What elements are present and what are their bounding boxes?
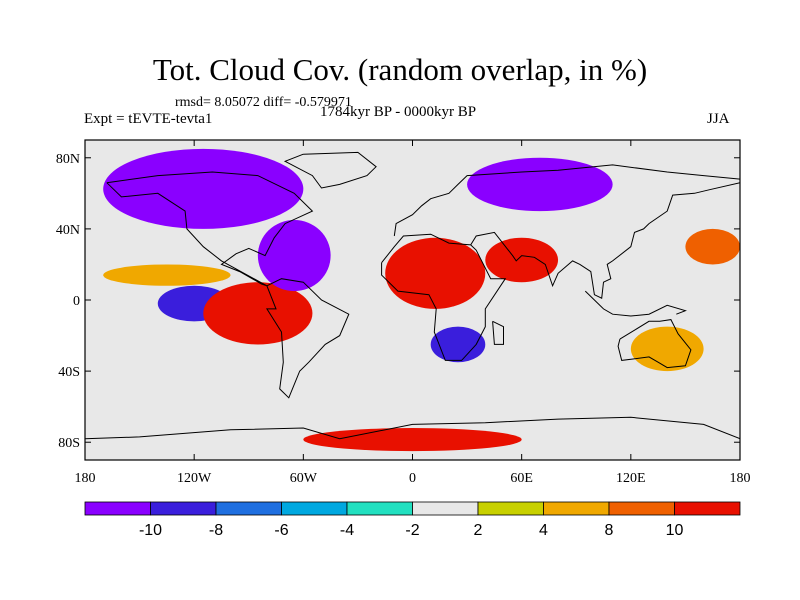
coastline <box>381 233 507 361</box>
x-tick-label: 180 <box>75 471 96 486</box>
anomaly-region <box>485 237 559 283</box>
colorbar-label: 10 <box>666 522 684 539</box>
colorbar-label: -8 <box>209 522 223 539</box>
colorbar-label: -10 <box>139 522 162 539</box>
anomaly-region <box>103 264 231 286</box>
season-label: JJA <box>707 111 730 127</box>
coastline <box>106 171 314 287</box>
anomaly-region <box>203 282 313 345</box>
coastlines <box>85 151 740 440</box>
colorbar-label: -2 <box>405 522 419 539</box>
x-tick-label: 60W <box>290 471 318 486</box>
x-tick-label: 180 <box>730 471 751 486</box>
colorbar-label: 4 <box>539 522 548 539</box>
anomaly-region <box>685 228 740 265</box>
y-tick-label: 80S <box>58 436 80 451</box>
period-label: 1784kyr BP - 0000kyr BP <box>320 104 477 120</box>
anomaly-region <box>103 148 304 229</box>
coastline <box>584 290 687 317</box>
coastline <box>85 416 740 440</box>
colorbar-swatch <box>215 501 282 516</box>
colorbar-label: 2 <box>474 522 483 539</box>
colorbar-label: 8 <box>605 522 614 539</box>
colorbar-swatch <box>281 501 348 516</box>
coastline <box>470 182 740 299</box>
axes: 180 120W 60W 0 60E 120E 180 80N 40N 0 40S 80S <box>56 140 751 486</box>
anomaly-region <box>303 428 522 452</box>
stats-label: rmsd= 8.05072 diff= -0.579971 <box>175 95 352 110</box>
y-tick-label: 40S <box>58 365 80 380</box>
coastline <box>393 164 740 237</box>
anomaly-region <box>385 237 486 309</box>
x-tick-label: 120W <box>177 471 212 486</box>
coastline <box>265 278 350 399</box>
colorbar-swatch <box>608 501 675 516</box>
x-tick-label: 120E <box>616 471 646 486</box>
anomaly-region <box>467 157 613 212</box>
anomaly-region <box>257 220 331 292</box>
colorbar-swatch <box>412 501 479 516</box>
experiment-label: Expt = tEVTE-tevta1 <box>84 111 213 127</box>
chart-title: Tot. Cloud Cov. (random overlap, in %) <box>152 52 648 87</box>
heatmap-cells <box>103 148 740 452</box>
colorbar-label: -6 <box>274 522 288 539</box>
colorbar: -10 -8 -6 -4 -2 2 4 8 10 <box>84 501 741 539</box>
colorbar-swatch <box>674 501 741 516</box>
y-tick-label: 80N <box>56 152 80 167</box>
y-tick-label: 0 <box>73 294 80 309</box>
colorbar-swatch <box>346 501 413 516</box>
coastline <box>617 319 692 369</box>
colorbar-label: -4 <box>340 522 354 539</box>
coastline <box>283 151 377 189</box>
colorbar-swatch <box>84 501 151 516</box>
anomaly-region <box>430 326 486 363</box>
anomaly-region <box>630 326 704 372</box>
x-tick-label: 0 <box>409 471 416 486</box>
colorbar-swatch <box>477 501 544 516</box>
colorbar-swatch <box>150 501 217 516</box>
y-tick-label: 40N <box>56 223 80 238</box>
coastline <box>492 320 504 345</box>
colorbar-swatch <box>543 501 610 516</box>
x-tick-label: 60E <box>510 471 533 486</box>
